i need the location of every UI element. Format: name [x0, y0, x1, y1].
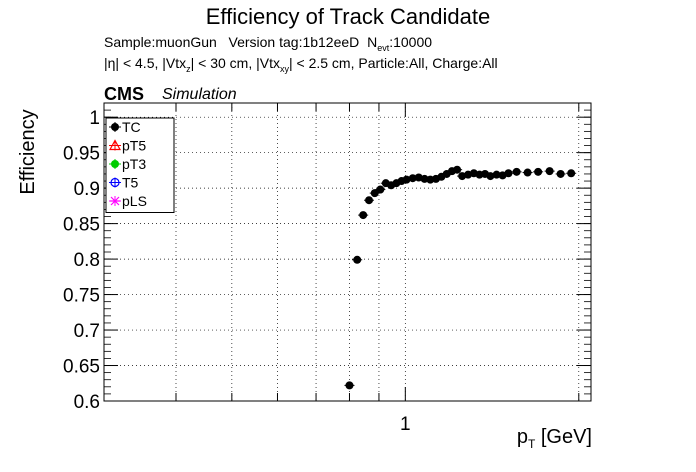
- y-tick-label: 0.95: [63, 144, 100, 165]
- legend-marker-T5: [110, 177, 120, 188]
- simulation-label: Simulation: [162, 86, 237, 103]
- cut-vtx-xy: | < 2.5 cm, Particle:All, Charge:All: [288, 55, 498, 71]
- y-tick-label: 0.6: [74, 392, 100, 413]
- x-axis-label: pT [GeV]: [517, 426, 592, 451]
- axis-ticks: 0.6 0.65 0.7 0.75 0.8 0.85 0.9 0.95 1 1: [63, 102, 591, 435]
- legend-label-pT3: pT3: [122, 156, 146, 172]
- x-axis-label-main: p: [517, 426, 528, 448]
- plot-frame: [103, 102, 592, 402]
- chart-subtitle-cuts: |η| < 4.5, |Vtxz| < 30 cm, |Vtxxy| < 2.5…: [104, 55, 498, 74]
- cut-vtx-z-sub: z: [186, 64, 191, 74]
- nevt-subscript: evt: [377, 43, 390, 53]
- data-point: [504, 169, 513, 178]
- data-point: [512, 167, 521, 176]
- data-point: [453, 165, 462, 174]
- legend-marker-pT3: [111, 160, 119, 168]
- data-point: [365, 196, 374, 205]
- data-point: [567, 169, 576, 178]
- legend-marker-pT5: [108, 139, 122, 151]
- data-point: [345, 381, 354, 390]
- y-tick-label: 0.65: [63, 357, 100, 378]
- cut-vtx-z: | < 30 cm, |Vtx: [190, 55, 280, 71]
- data-point: [523, 168, 532, 177]
- chart-title: Efficiency of Track Candidate: [205, 4, 491, 29]
- y-tick-label: 1: [89, 108, 100, 129]
- cut-eta: |η| < 4.5, |Vtx: [104, 55, 187, 71]
- data-point: [556, 169, 565, 178]
- legend-label-T5: T5: [122, 175, 139, 191]
- data-point: [492, 170, 501, 179]
- version-label: Version tag:1b12eeD: [228, 34, 360, 50]
- cut-vtx-xy-sub: xy: [279, 64, 289, 74]
- sample-label: Sample:muonGun: [104, 34, 217, 50]
- y-tick-label: 0.9: [74, 179, 100, 200]
- legend-marker-TC: [111, 123, 119, 131]
- chart-subtitle-sample: Sample:muonGun Version tag:1b12eeD Nevt:…: [104, 34, 432, 53]
- y-axis-label: Efficiency: [17, 109, 39, 194]
- data-point: [353, 255, 362, 264]
- data-point: [545, 167, 554, 176]
- data-point: [402, 175, 411, 184]
- y-tick-label: 0.75: [63, 286, 100, 307]
- data-point: [486, 172, 495, 181]
- x-axis-label-subscript: T: [528, 437, 536, 451]
- nevt-value: :10000: [389, 34, 433, 50]
- data-point: [534, 167, 543, 176]
- data-point: [359, 211, 368, 220]
- data-point: [408, 174, 417, 183]
- data-point: [376, 185, 385, 194]
- grid-lines: [103, 103, 591, 402]
- legend: TC pT5 pT3 T5 pLS: [105, 117, 175, 213]
- legend-marker-pLS: [110, 196, 120, 206]
- y-tick-label: 0.7: [74, 321, 100, 342]
- y-tick-label: 0.8: [74, 250, 100, 271]
- nevt-label: N: [367, 34, 378, 50]
- legend-label-pT5: pT5: [122, 138, 146, 154]
- x-axis-label-unit: [GeV]: [535, 426, 592, 448]
- y-tick-label: 0.85: [63, 215, 100, 236]
- legend-label-TC: TC: [122, 119, 141, 135]
- cms-label: CMS: [104, 84, 144, 104]
- series-tc: [344, 165, 577, 390]
- x-tick-label: 1: [400, 414, 411, 435]
- legend-label-pLS: pLS: [122, 193, 147, 209]
